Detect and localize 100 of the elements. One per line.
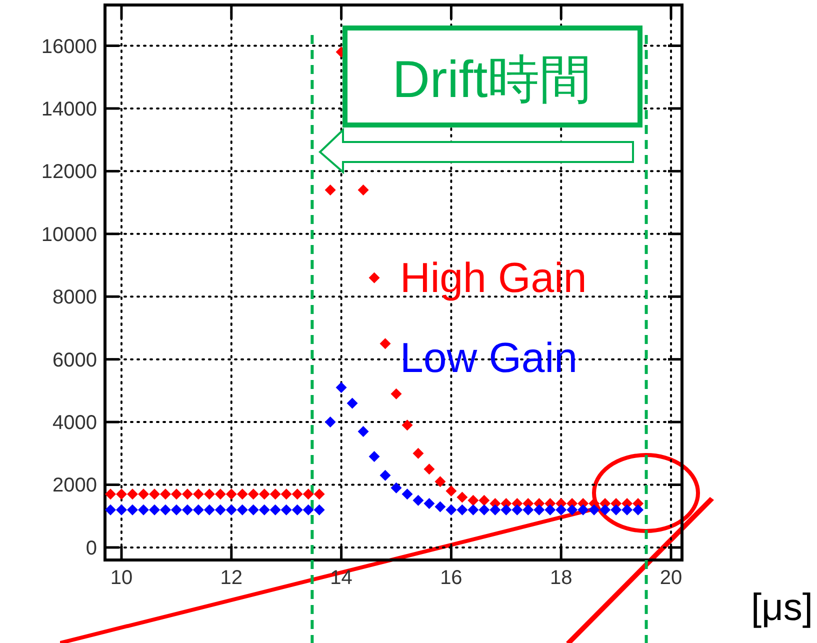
point bbox=[468, 494, 479, 506]
point bbox=[204, 488, 215, 500]
point bbox=[138, 504, 149, 516]
y-tick-label: 10000 bbox=[41, 224, 97, 246]
point bbox=[446, 486, 457, 497]
point bbox=[402, 488, 413, 500]
point bbox=[534, 504, 545, 516]
point bbox=[270, 504, 281, 516]
y-tick-label: 4000 bbox=[52, 412, 97, 434]
point bbox=[380, 470, 391, 481]
point bbox=[358, 184, 369, 196]
point bbox=[104, 504, 116, 516]
point bbox=[214, 488, 226, 500]
point bbox=[138, 488, 149, 500]
point bbox=[182, 488, 193, 500]
point bbox=[456, 492, 468, 503]
y-tick-label: 8000 bbox=[52, 286, 97, 309]
point bbox=[446, 504, 457, 516]
x-tick-label: 20 bbox=[660, 567, 682, 589]
point bbox=[280, 504, 292, 516]
point bbox=[490, 504, 501, 516]
point bbox=[390, 482, 402, 494]
point bbox=[500, 504, 512, 516]
point bbox=[622, 504, 633, 516]
series-label: High Gain bbox=[400, 254, 587, 301]
point bbox=[258, 504, 270, 516]
y-tick-label: 0 bbox=[86, 537, 97, 560]
point bbox=[292, 504, 303, 516]
point bbox=[478, 504, 490, 516]
y-tick-label: 6000 bbox=[52, 349, 97, 372]
point bbox=[456, 504, 468, 516]
point bbox=[148, 488, 160, 500]
point bbox=[578, 504, 589, 516]
y-tick-label: 2000 bbox=[52, 474, 97, 497]
point bbox=[192, 488, 204, 500]
point bbox=[226, 504, 237, 516]
point bbox=[270, 488, 281, 500]
point bbox=[214, 504, 226, 516]
y-tick-label: 12000 bbox=[41, 161, 97, 184]
point bbox=[566, 504, 578, 516]
annotation: Drift時間 bbox=[392, 51, 592, 109]
point bbox=[248, 504, 259, 516]
point bbox=[336, 382, 347, 394]
point bbox=[292, 488, 303, 500]
y-tick-label: 16000 bbox=[41, 36, 97, 58]
x-tick-label: 10 bbox=[110, 567, 133, 589]
point bbox=[468, 504, 479, 516]
point bbox=[148, 504, 160, 516]
point bbox=[390, 388, 402, 400]
point bbox=[258, 488, 270, 500]
point bbox=[302, 488, 314, 500]
point bbox=[126, 504, 138, 516]
point bbox=[600, 504, 611, 516]
x-axis-title: [μs] bbox=[750, 587, 813, 629]
point bbox=[314, 504, 325, 516]
point bbox=[412, 494, 424, 506]
point bbox=[380, 338, 391, 350]
point bbox=[314, 488, 325, 500]
point bbox=[512, 504, 523, 516]
point bbox=[116, 504, 127, 516]
point bbox=[402, 420, 413, 431]
x-tick-label: 16 bbox=[440, 567, 462, 589]
point bbox=[204, 504, 215, 516]
point bbox=[358, 426, 369, 437]
point bbox=[182, 504, 193, 516]
point bbox=[610, 504, 622, 516]
point bbox=[434, 501, 446, 512]
point bbox=[424, 464, 435, 475]
point bbox=[192, 504, 204, 516]
point bbox=[170, 488, 182, 500]
point bbox=[632, 504, 644, 516]
point bbox=[302, 504, 314, 516]
point bbox=[368, 272, 380, 284]
point bbox=[522, 504, 534, 516]
point bbox=[544, 504, 556, 516]
point bbox=[434, 476, 446, 488]
point bbox=[236, 488, 248, 500]
x-tick-label: 12 bbox=[220, 567, 243, 589]
point bbox=[248, 488, 259, 500]
point bbox=[556, 504, 567, 516]
point bbox=[324, 184, 336, 196]
point bbox=[116, 488, 127, 500]
point bbox=[368, 451, 380, 462]
point bbox=[324, 416, 336, 428]
series-label: Low Gain bbox=[400, 334, 578, 381]
point bbox=[226, 488, 237, 500]
x-tick-label: 14 bbox=[330, 567, 352, 589]
point bbox=[170, 504, 182, 516]
point bbox=[412, 448, 424, 459]
point bbox=[104, 488, 116, 500]
y-tick-label: 14000 bbox=[41, 98, 97, 120]
point bbox=[160, 504, 171, 516]
point bbox=[346, 398, 358, 409]
point bbox=[126, 488, 138, 500]
x-tick-label: 18 bbox=[550, 567, 572, 589]
point bbox=[424, 498, 435, 510]
point bbox=[280, 488, 292, 500]
point bbox=[478, 494, 490, 506]
point bbox=[588, 504, 600, 516]
point bbox=[236, 504, 248, 516]
